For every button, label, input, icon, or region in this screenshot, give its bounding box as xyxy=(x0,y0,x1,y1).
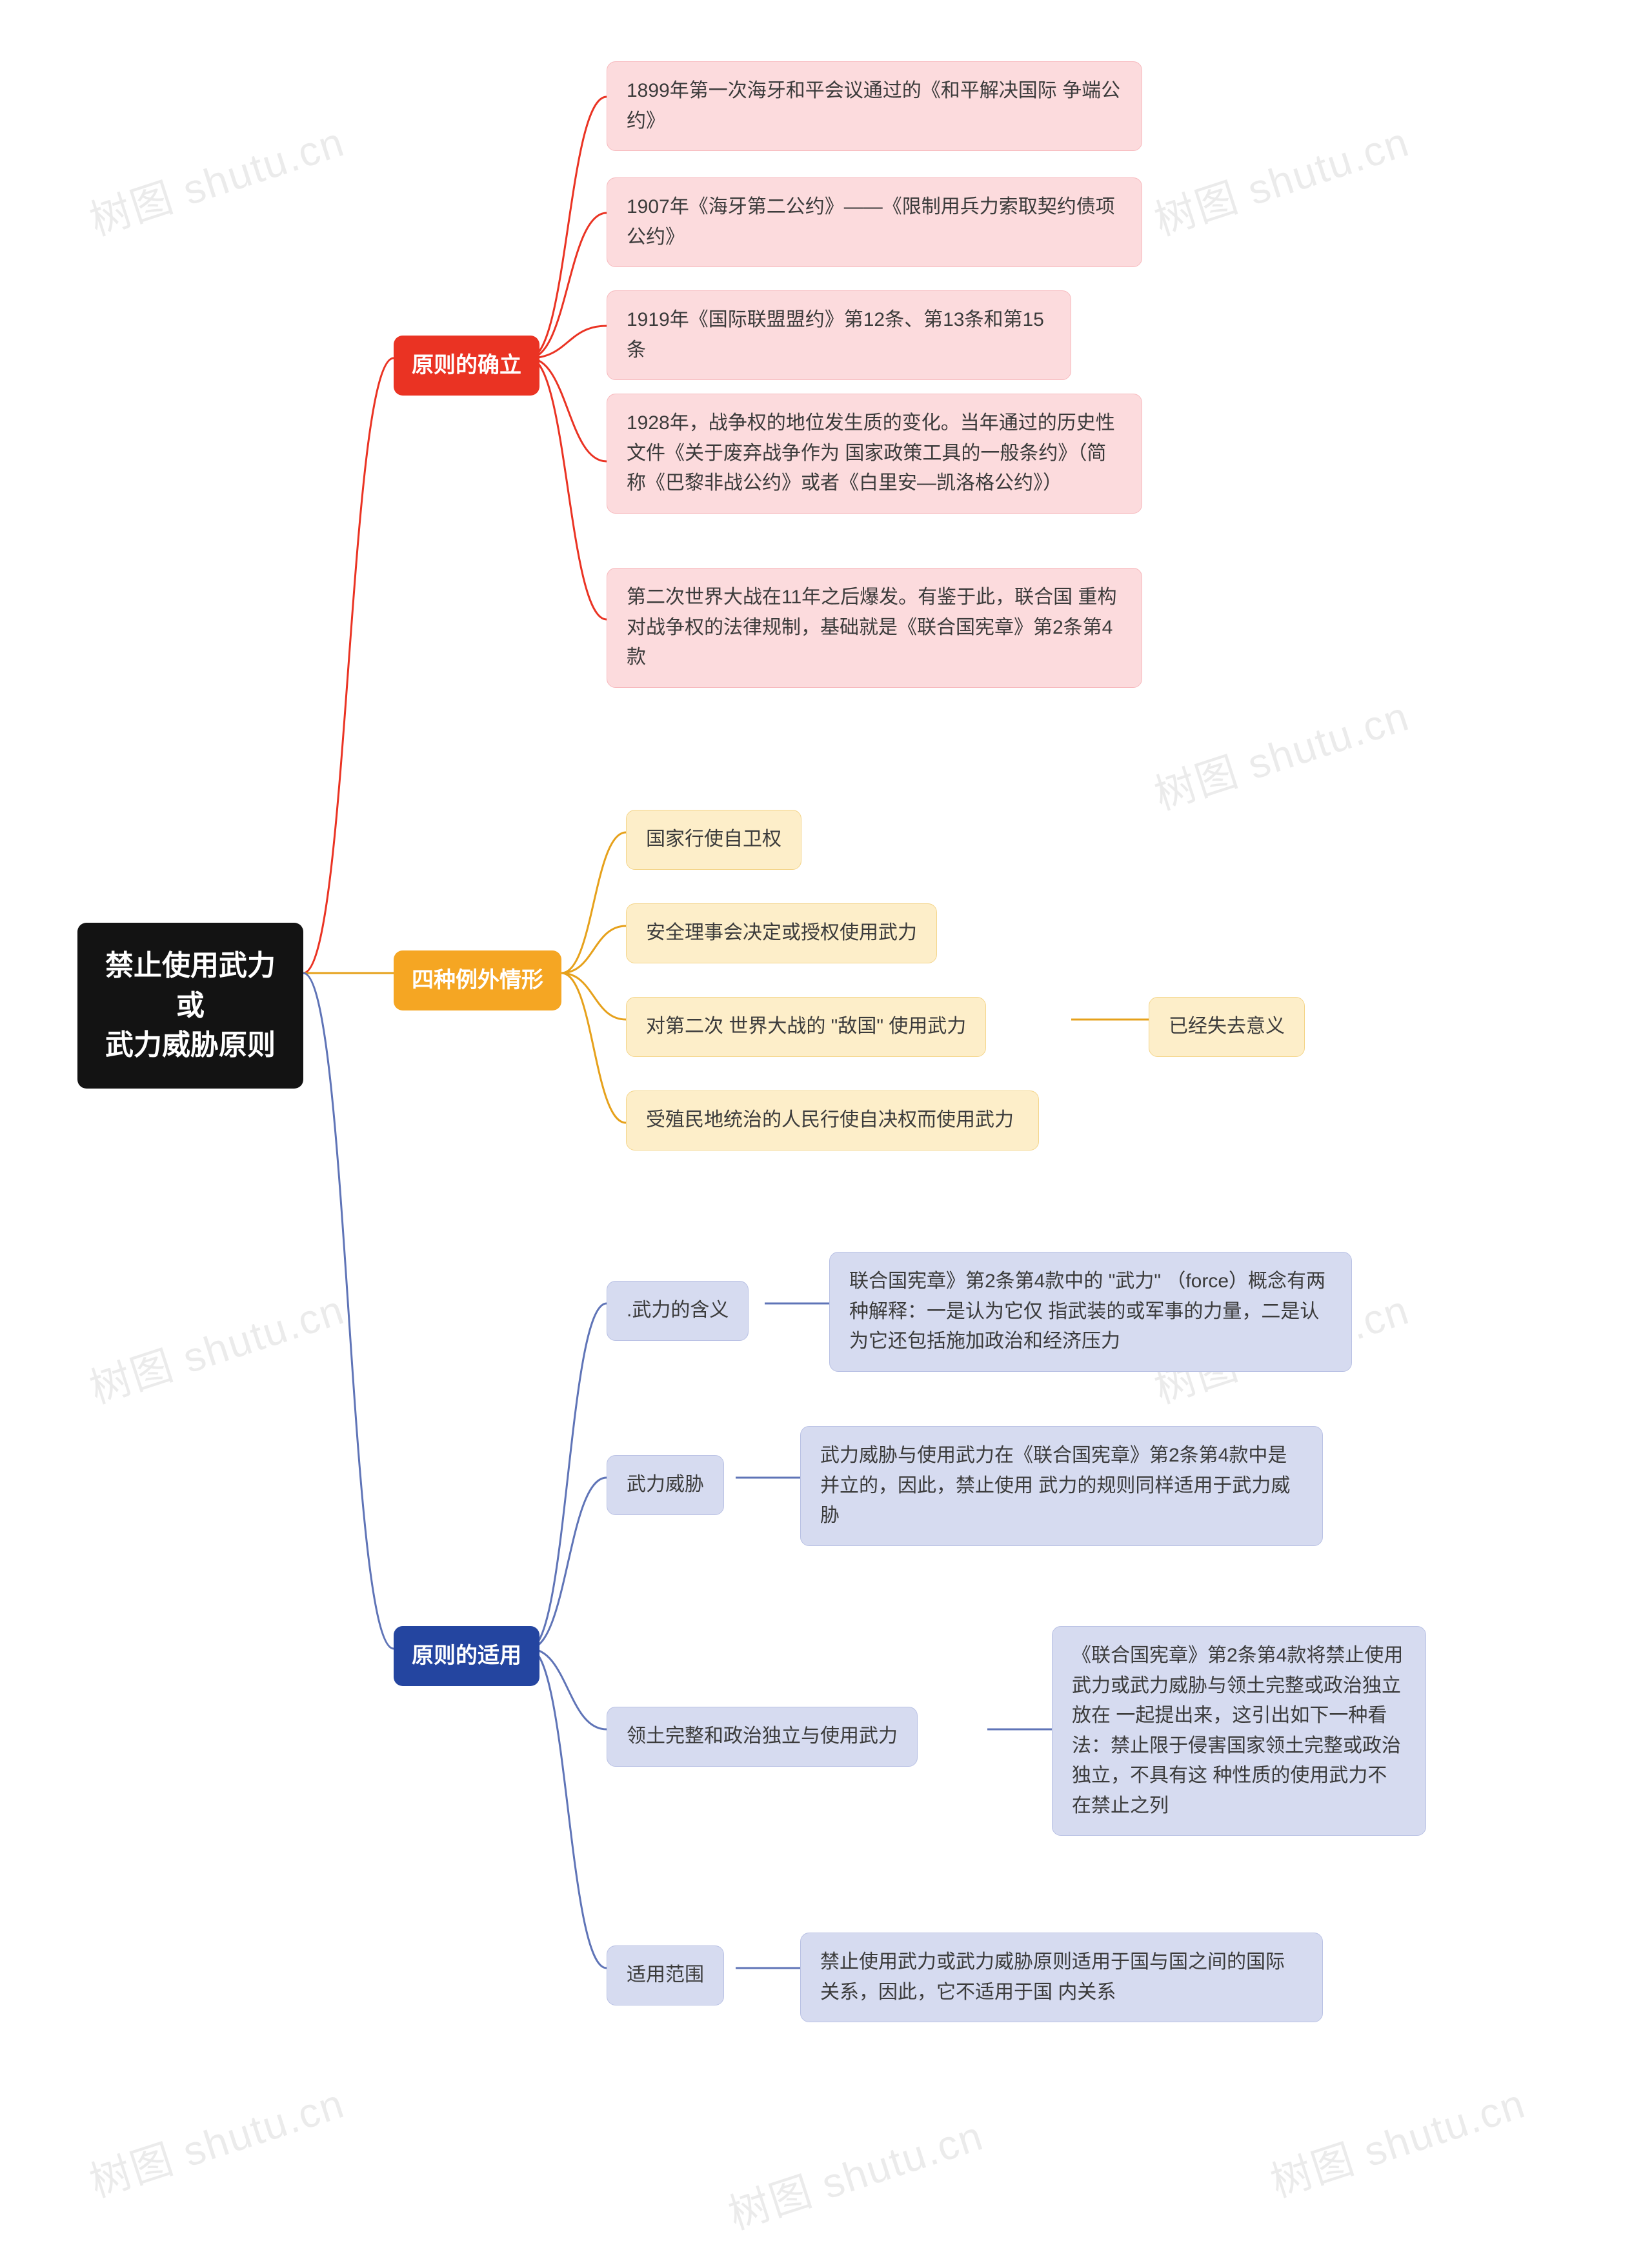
leaf-a5: 第二次世界大战在11年之后爆发。有鉴于此，联合国 重构对战争权的法律规制，基础就… xyxy=(607,568,1142,688)
leaf-c3-key: 领土完整和政治独立与使用武力 xyxy=(607,1707,918,1767)
leaf-c1-key: .武力的含义 xyxy=(607,1281,749,1341)
branch-application: 原则的适用 xyxy=(394,1626,539,1686)
leaf-b3-child: 已经失去意义 xyxy=(1149,997,1305,1057)
leaf-b2: 安全理事会决定或授权使用武力 xyxy=(626,903,937,963)
leaf-c2-val: 武力威胁与使用武力在《联合国宪章》第2条第4款中是并立的，因此，禁止使用 武力的… xyxy=(800,1426,1323,1546)
root-line2: 武力威胁原则 xyxy=(105,1029,276,1061)
watermark: 树图 shutu.cn xyxy=(1146,683,1416,821)
watermark: 树图 shutu.cn xyxy=(81,2071,351,2209)
leaf-c3-val: 《联合国宪章》第2条第4款将禁止使用武力或武力威胁与领土完整或政治独立放在 一起… xyxy=(1052,1626,1426,1836)
watermark: 树图 shutu.cn xyxy=(720,2103,990,2241)
leaf-c2-key: 武力威胁 xyxy=(607,1455,724,1515)
root-node: 禁止使用武力或 武力威胁原则 xyxy=(77,923,303,1089)
leaf-c4-val: 禁止使用武力或武力威胁原则适用于国与国之间的国际关系，因此，它不适用于国 内关系 xyxy=(800,1933,1323,2022)
leaf-b3: 对第二次 世界大战的 "敌国" 使用武力 xyxy=(626,997,986,1057)
leaf-b1: 国家行使自卫权 xyxy=(626,810,801,870)
branch-four-exceptions: 四种例外情形 xyxy=(394,950,561,1010)
branch-principle-established: 原则的确立 xyxy=(394,336,539,396)
watermark: 树图 shutu.cn xyxy=(81,109,351,247)
watermark: 树图 shutu.cn xyxy=(1146,109,1416,247)
leaf-a1: 1899年第一次海牙和平会议通过的《和平解决国际 争端公约》 xyxy=(607,61,1142,151)
leaf-a3: 1919年《国际联盟盟约》第12条、第13条和第15条 xyxy=(607,290,1071,380)
root-line1: 禁止使用武力或 xyxy=(105,950,276,1021)
watermark: 树图 shutu.cn xyxy=(1262,2071,1532,2209)
leaf-c4-key: 适用范围 xyxy=(607,1945,724,2005)
leaf-a2: 1907年《海牙第二公约》——《限制用兵力索取契约债项公约》 xyxy=(607,177,1142,267)
leaf-b4: 受殖民地统治的人民行使自决权而使用武力 xyxy=(626,1090,1039,1151)
leaf-a4: 1928年，战争权的地位发生质的变化。当年通过的历史性文件《关于废弃战争作为 国… xyxy=(607,394,1142,514)
leaf-c1-val: 联合国宪章》第2条第4款中的 "武力" （force）概念有两种解释：一是认为它… xyxy=(829,1252,1352,1372)
watermark: 树图 shutu.cn xyxy=(81,1277,351,1415)
